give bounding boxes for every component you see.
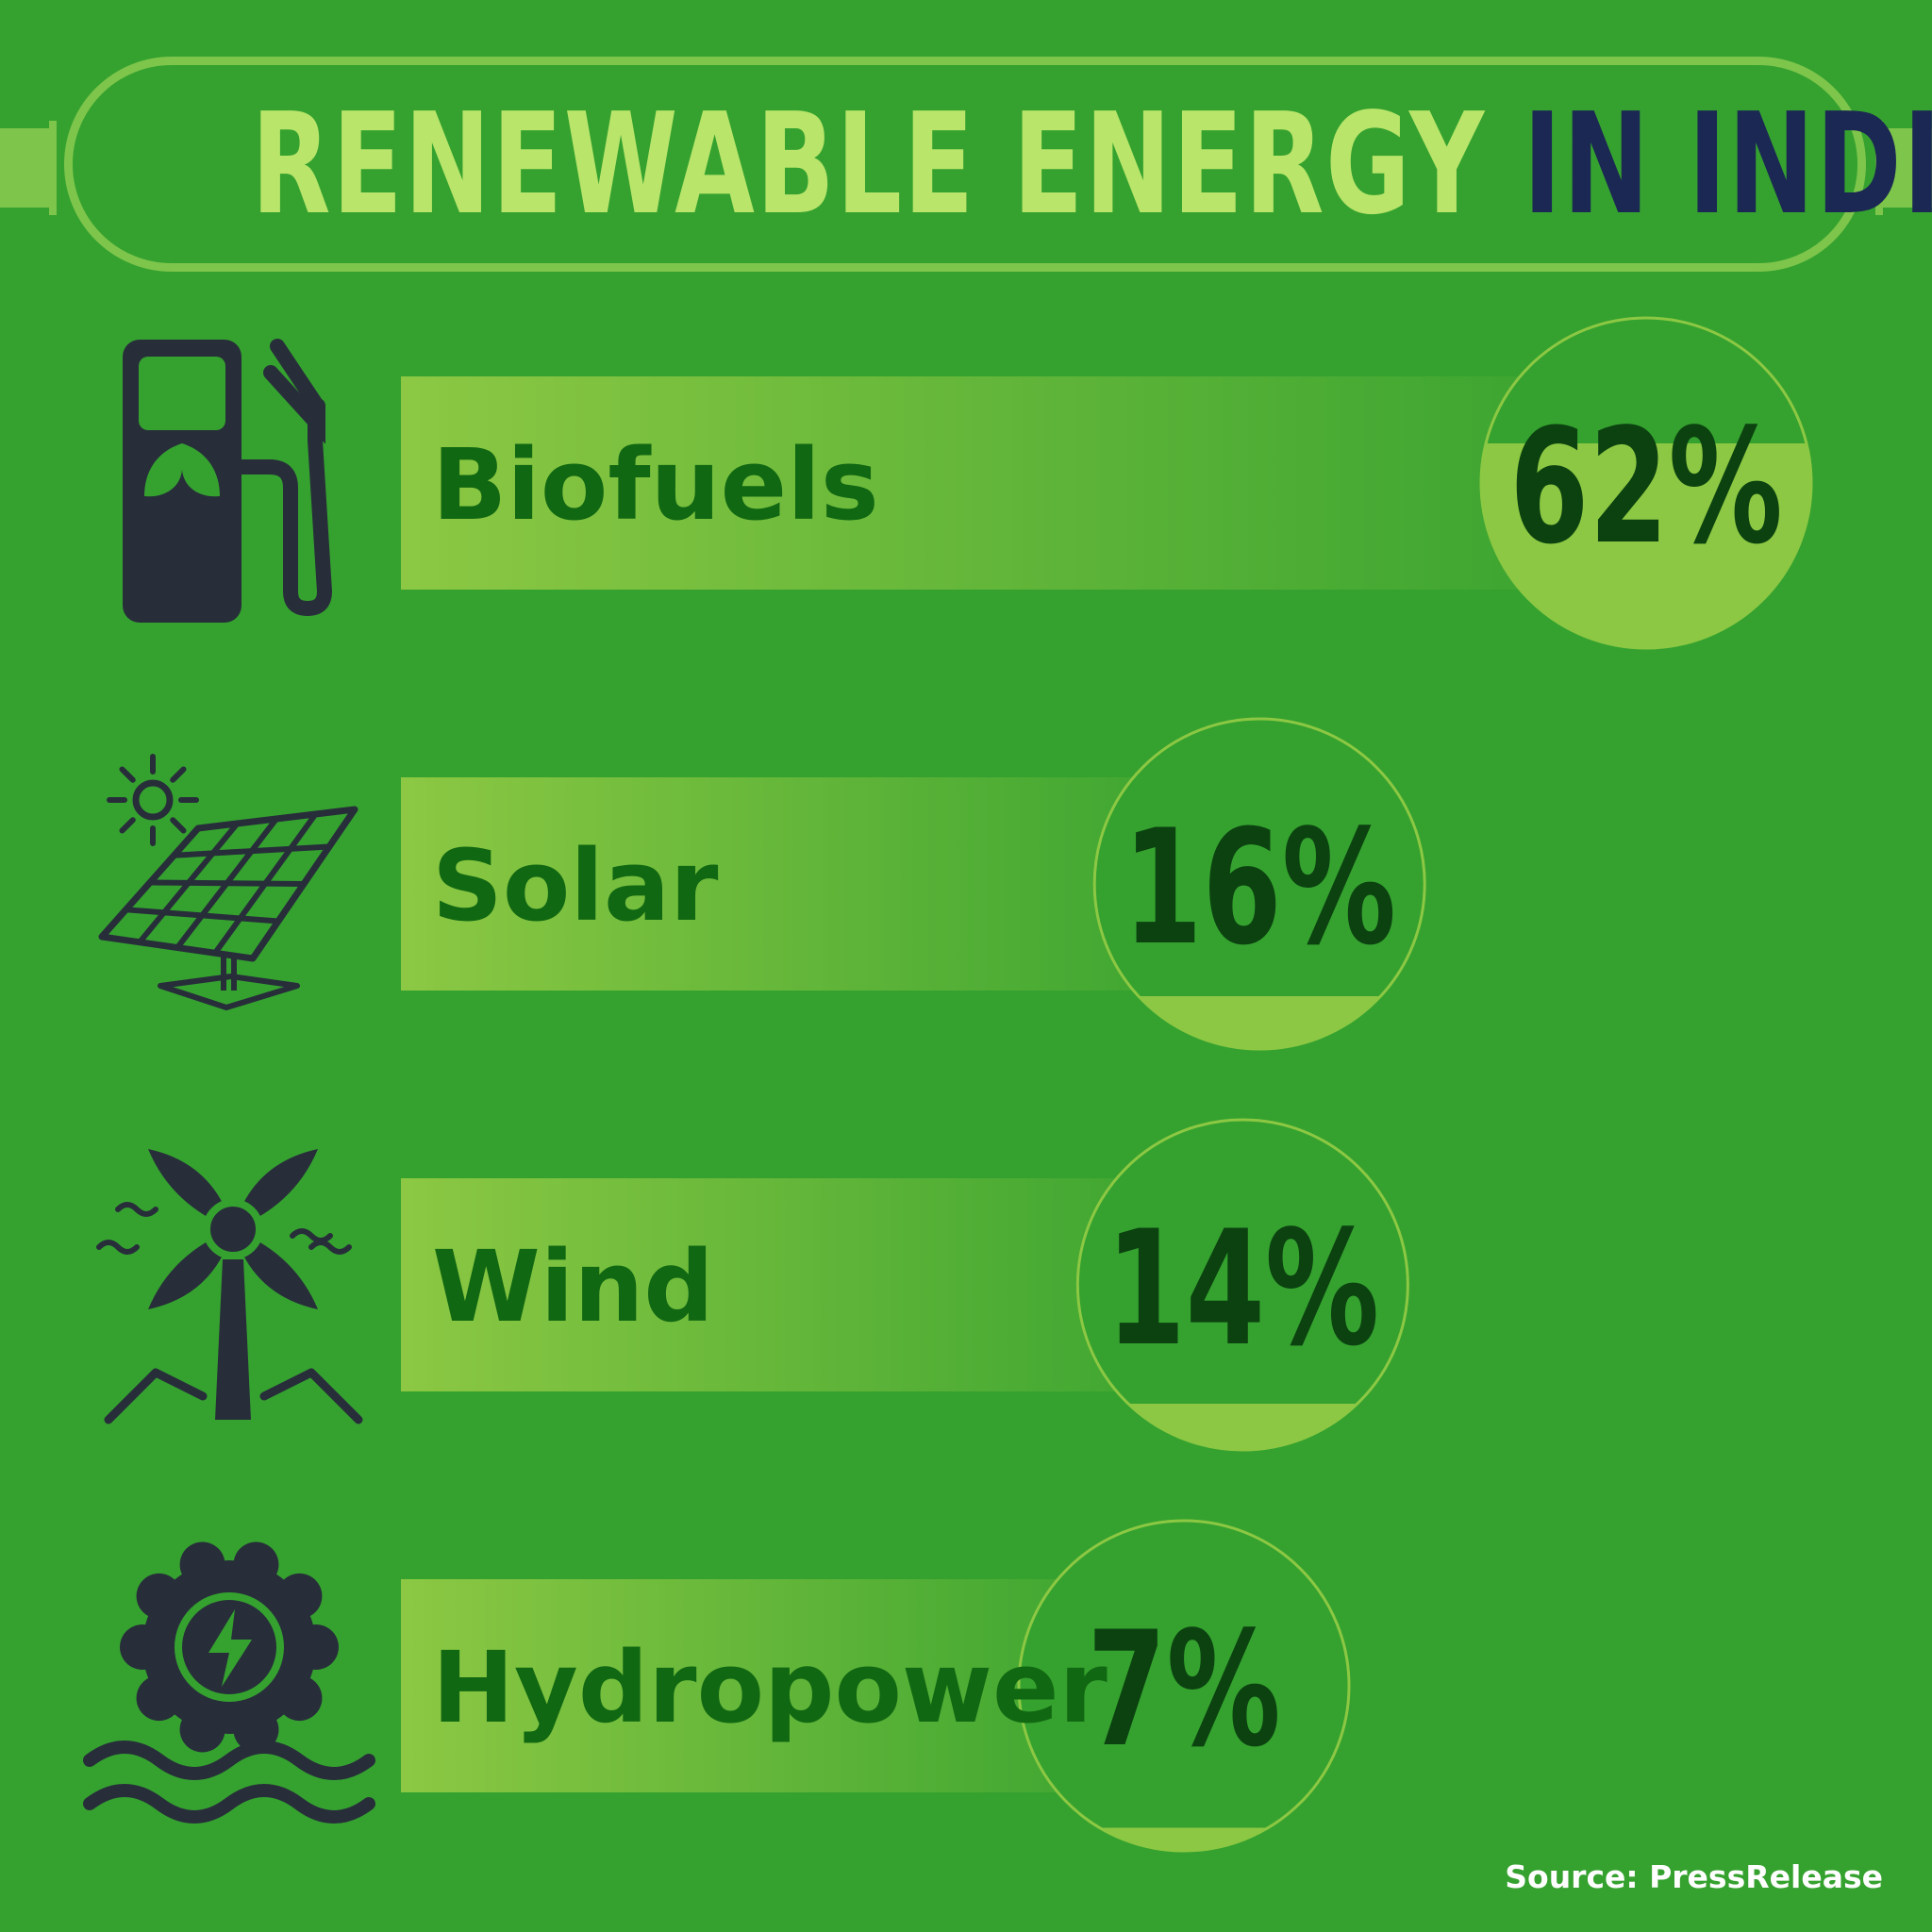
category-label: Wind [432,1229,714,1344]
value-circle [1094,719,1425,1049]
category-label: Hydropower [432,1630,1108,1745]
value-circle-outline [1479,316,1813,650]
source-note: Source: PressRelease [1505,1858,1883,1895]
value-circle [1019,1521,1349,1851]
chart-title: RENEWABLE ENERGY IN INDIA [251,94,1932,234]
bar-row-biofuels: Biofuels 62% [123,316,1813,650]
title-part-1: RENEWABLE ENERGY [251,83,1486,245]
value-circle [1077,1120,1408,1450]
bar-row-solar: Solar 16% [98,717,1426,1051]
bar [401,376,1646,590]
bar-row-wind: Wind 14% [96,1118,1409,1452]
value-circle-outline [1017,1519,1351,1853]
value-fill [1019,1827,1349,1851]
value-label: 16% [1123,795,1396,980]
value-circle-outline [1092,717,1426,1051]
category-label: Biofuels [432,427,879,542]
value-label: 62% [1509,394,1783,579]
category-label: Solar [432,828,718,943]
hydropower-icon [83,1541,375,1824]
value-label: 7% [1087,1597,1280,1782]
left-decor-tab [0,121,57,215]
title-part-2: IN INDIA [1523,83,1932,245]
right-decor-tab [1875,121,1932,215]
value-circle-outline [1075,1118,1409,1452]
value-label: 14% [1107,1196,1380,1381]
title-frame [64,57,1866,272]
solar-panel-icon [98,754,358,1010]
wind-turbine-icon [96,1149,363,1424]
value-fill [1077,1404,1408,1450]
value-fill [1094,996,1425,1049]
fuel-pump-icon [123,339,332,623]
